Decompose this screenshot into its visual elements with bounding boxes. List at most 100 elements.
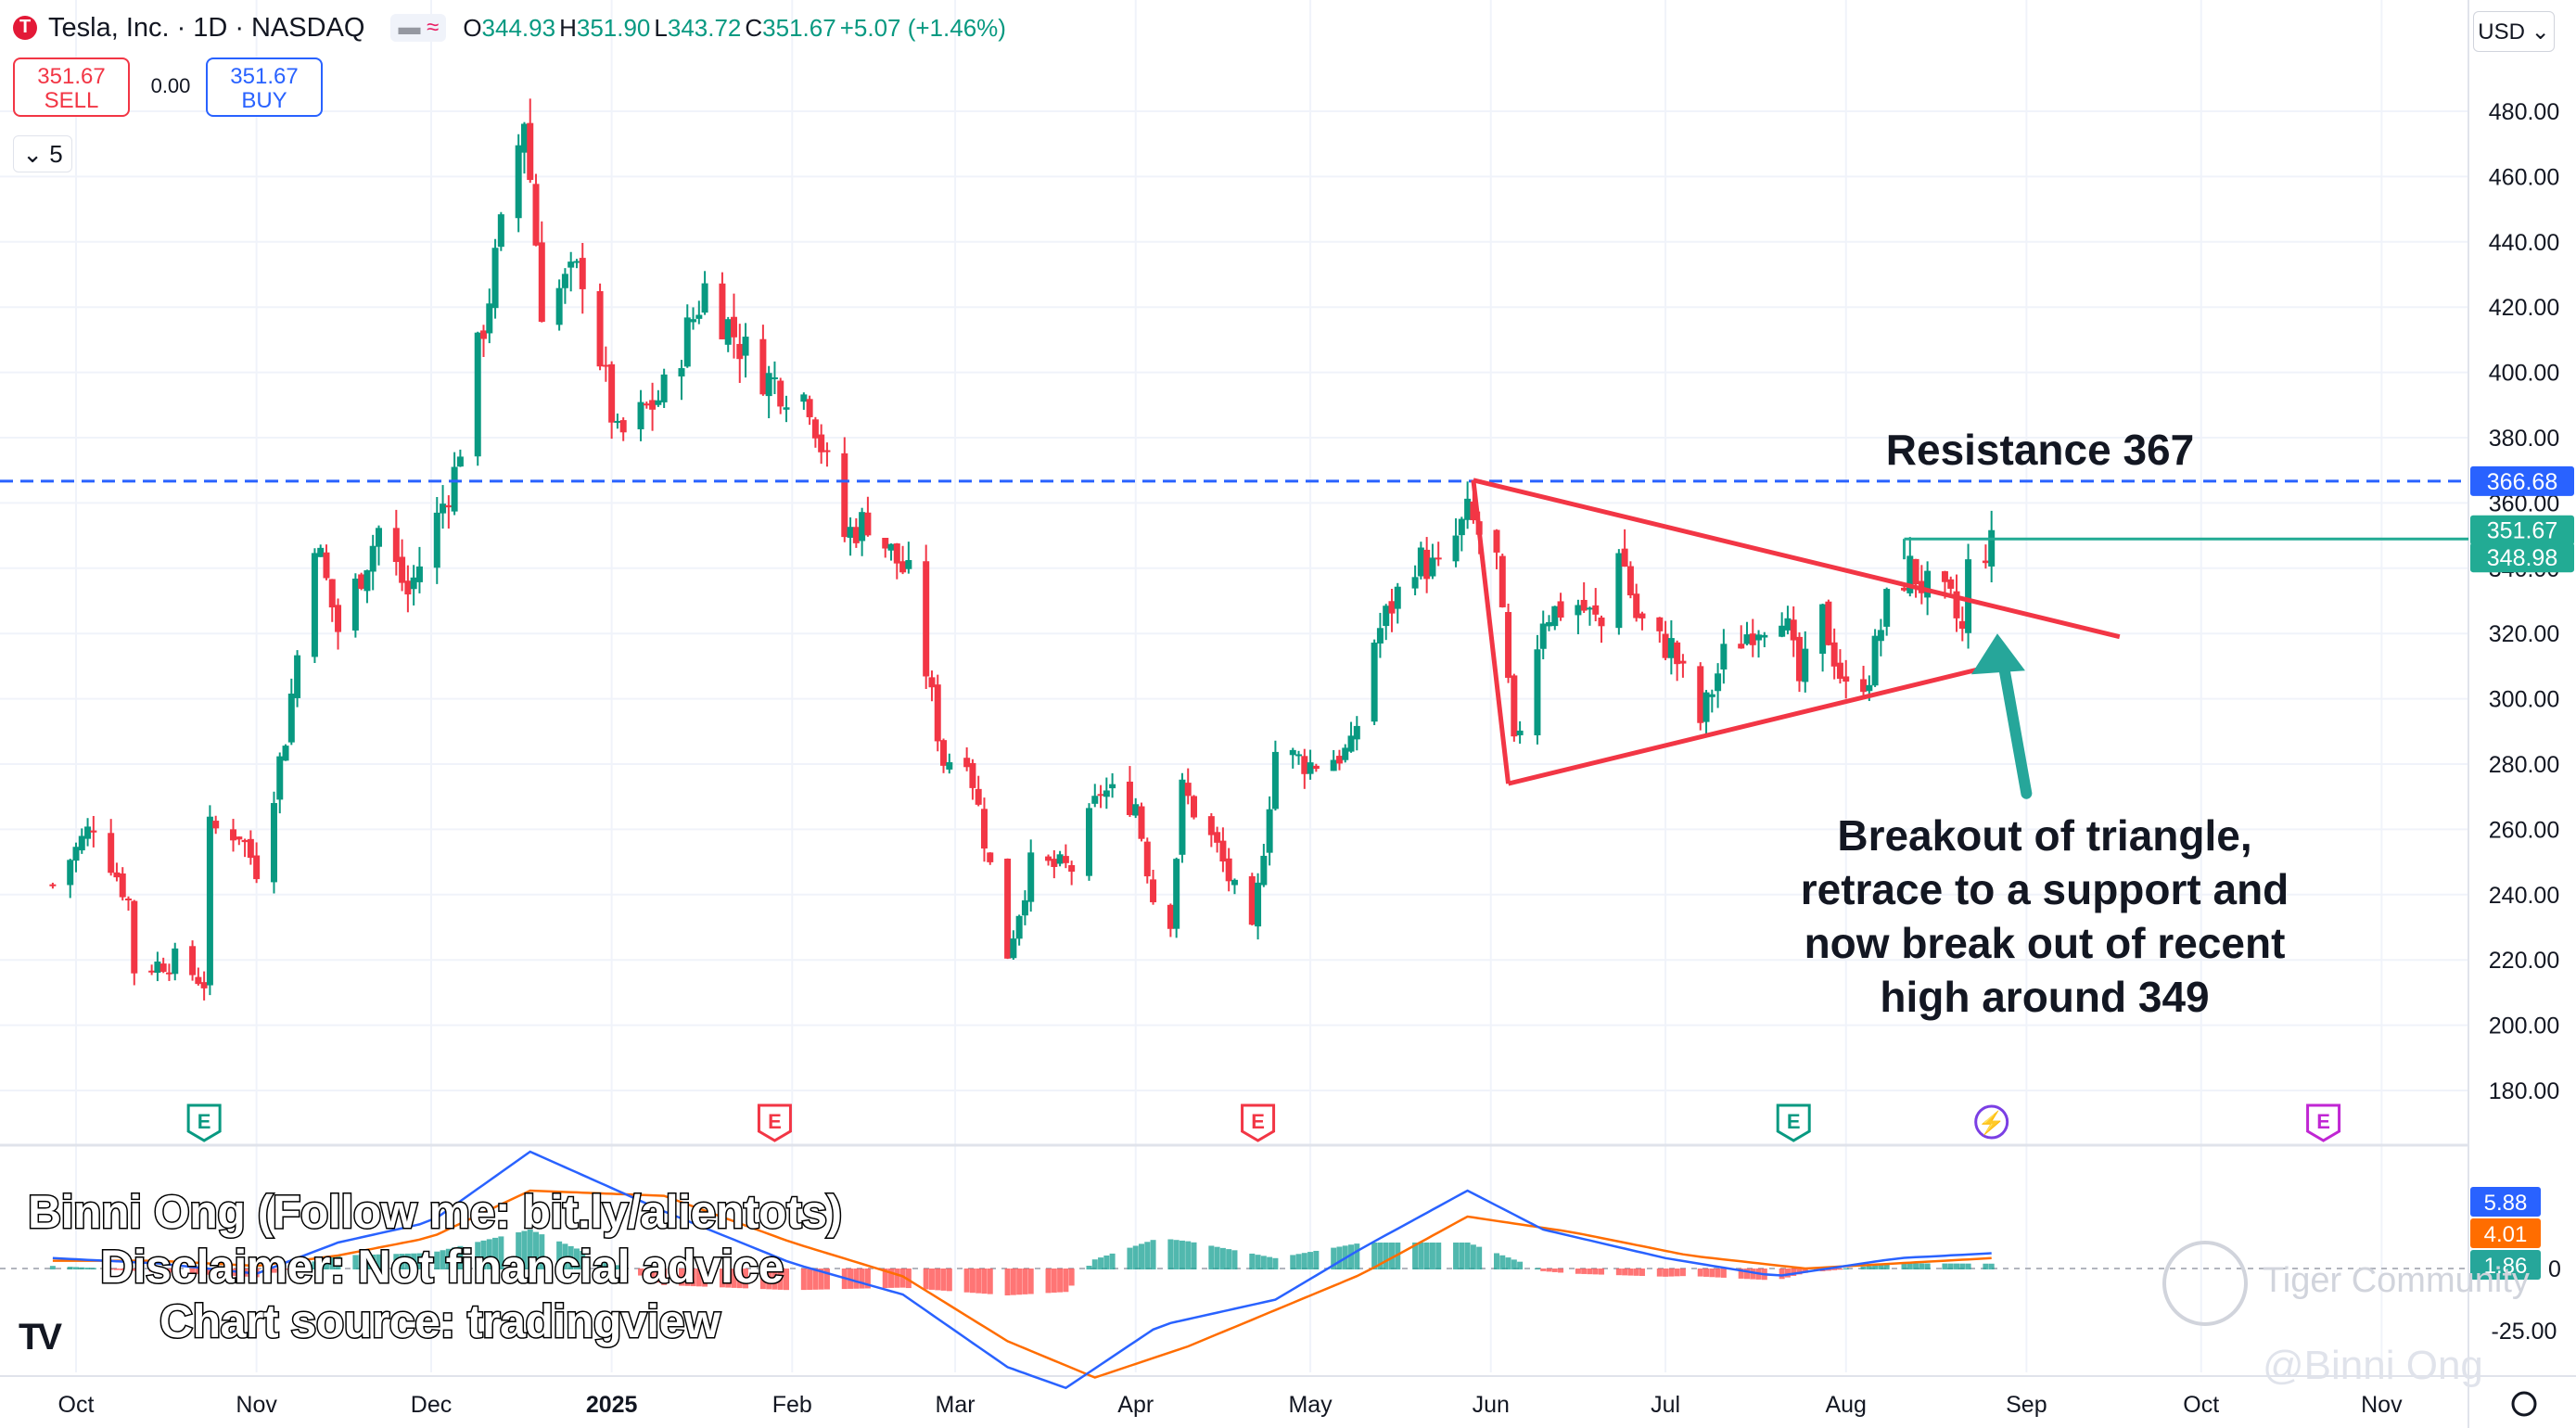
- candle-body: [165, 972, 172, 975]
- candle-body: [1260, 855, 1268, 886]
- candle-body: [1335, 756, 1343, 764]
- candle-body: [131, 900, 138, 974]
- candle-body: [253, 855, 261, 880]
- histogram-bar: [1260, 1256, 1267, 1269]
- disclaimer-line: Disclaimer: Not financial advice: [98, 1240, 785, 1294]
- interval-label[interactable]: 1D: [193, 12, 228, 43]
- histogram-bar: [1004, 1269, 1011, 1295]
- histogram-bar: [160, 1269, 167, 1273]
- candle-body: [800, 394, 808, 402]
- candle-body: [864, 512, 872, 536]
- x-tick-label: Dec: [411, 1392, 452, 1418]
- histogram-bar: [1226, 1249, 1232, 1269]
- candle-body: [108, 833, 115, 873]
- histogram-bar: [1551, 1269, 1558, 1272]
- candle-body: [1802, 648, 1809, 682]
- histogram-bar: [818, 1269, 824, 1290]
- symbol-name[interactable]: Tesla, Inc.: [48, 12, 170, 43]
- histogram-bar: [1581, 1269, 1588, 1274]
- candle-body: [683, 317, 691, 367]
- candle-body: [736, 343, 744, 360]
- candle-body: [1988, 529, 1996, 567]
- histogram-bar: [1173, 1240, 1180, 1269]
- candle-body: [270, 803, 277, 883]
- candle-body: [1784, 618, 1792, 631]
- ohlc-close: C351.67: [745, 13, 836, 42]
- histogram-bar: [736, 1269, 743, 1289]
- tradingview-logo-icon[interactable]: TV: [19, 1317, 62, 1358]
- quantity-stepper[interactable]: ⌄ 5: [13, 135, 72, 172]
- histogram-bar: [201, 1269, 208, 1275]
- histogram-bar: [1453, 1243, 1460, 1269]
- macd-zero-label: 0: [2548, 1256, 2561, 1282]
- candle-body: [1394, 586, 1401, 609]
- buy-button[interactable]: 351.67 BUY: [206, 57, 323, 117]
- x-tick-label: Aug: [1825, 1392, 1866, 1418]
- candle-body: [811, 419, 819, 439]
- candle-body: [1062, 856, 1069, 863]
- candle-body: [1091, 796, 1099, 804]
- histogram-bar: [1901, 1263, 1907, 1269]
- histogram-bar: [1167, 1239, 1174, 1269]
- candle-body: [1825, 601, 1832, 645]
- candle-body: [532, 184, 540, 246]
- histogram-bar: [1214, 1246, 1220, 1269]
- histogram-bar: [195, 1269, 201, 1275]
- histogram-bar: [1592, 1269, 1599, 1275]
- histogram-bar: [1784, 1269, 1791, 1278]
- candle-body: [1021, 899, 1028, 916]
- histogram-bar: [533, 1231, 540, 1269]
- histogram-bar: [1965, 1263, 1971, 1269]
- candle-body: [1539, 623, 1547, 649]
- candle-body: [695, 314, 703, 319]
- chevron-down-icon: ⌄: [22, 140, 44, 168]
- candle-body: [724, 319, 732, 345]
- currency-selector[interactable]: USD ⌄: [2473, 11, 2555, 52]
- visibility-toggle-icon[interactable]: ▬ ≈: [390, 14, 447, 42]
- histogram-bar: [1517, 1261, 1524, 1269]
- source-line: Chart source: tradingview: [158, 1294, 721, 1349]
- histogram-bar: [1663, 1269, 1669, 1277]
- histogram-bar: [1208, 1245, 1215, 1269]
- histogram-bar: [1983, 1263, 1989, 1269]
- candle-body: [1667, 638, 1675, 658]
- candle-body: [515, 145, 522, 219]
- histogram-bar: [172, 1269, 178, 1273]
- histogram-bar: [905, 1269, 912, 1289]
- histogram-bar: [888, 1269, 895, 1288]
- histogram-bar: [1249, 1253, 1256, 1269]
- candle-body: [1150, 879, 1157, 903]
- histogram-bar: [1103, 1256, 1110, 1269]
- candle-body: [1103, 790, 1110, 797]
- histogram-bar: [1540, 1269, 1547, 1271]
- candle-body: [1132, 804, 1140, 816]
- histogram-bar: [1470, 1244, 1476, 1269]
- candle-body: [84, 826, 92, 839]
- histogram-bar: [655, 1269, 661, 1283]
- candle-body: [1575, 605, 1582, 616]
- histogram-bar: [1947, 1263, 1954, 1269]
- candle-body: [987, 852, 994, 862]
- candle-body: [433, 512, 440, 568]
- sell-button[interactable]: 351.67 SELL: [13, 57, 130, 117]
- histogram-bar: [823, 1269, 830, 1290]
- candle-body: [440, 504, 447, 514]
- candle-body: [1312, 765, 1320, 770]
- histogram-bar: [899, 1269, 906, 1288]
- x-tick-label: 2025: [586, 1392, 638, 1418]
- histogram-bar: [1144, 1242, 1151, 1269]
- dividend-bolt-icon: [1974, 1104, 2009, 1140]
- histogram-bar: [1627, 1269, 1634, 1276]
- candle-body: [1843, 676, 1850, 682]
- histogram-bar: [743, 1269, 749, 1289]
- histogram-bar: [1959, 1263, 1966, 1269]
- histogram-bar: [1045, 1269, 1052, 1294]
- candle-body: [1498, 555, 1506, 607]
- y-tick-label: 320.00: [2489, 621, 2559, 647]
- earnings-icon: [186, 1103, 222, 1142]
- histogram-bar: [567, 1245, 574, 1269]
- histogram-bar: [981, 1269, 988, 1294]
- histogram-bar: [1459, 1243, 1465, 1269]
- candle-body: [1877, 630, 1884, 642]
